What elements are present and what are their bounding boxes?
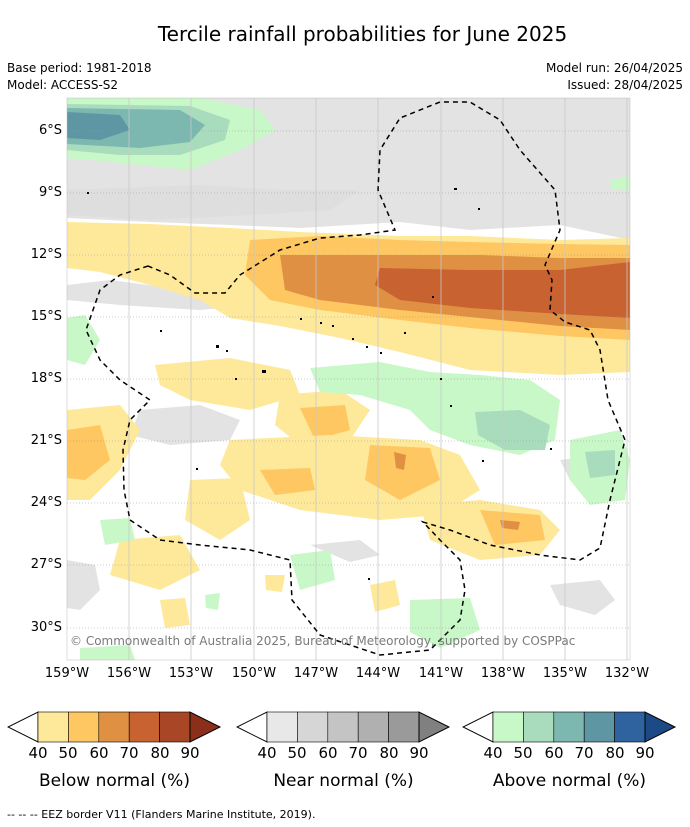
- meridian-lines: [128, 98, 628, 660]
- base-period-text: Base period: 1981-2018: [7, 61, 152, 75]
- issued-text: Issued: 28/04/2025: [567, 78, 683, 92]
- tick-40: 40: [28, 744, 48, 762]
- metadata-left: Base period: 1981-2018 Model: ACCESS-S2: [7, 60, 152, 94]
- colorbar-extend-high: [418, 711, 451, 743]
- tick-50: 50: [287, 744, 307, 762]
- tick-60: 60: [544, 744, 564, 762]
- lat-label-27s: 27°S: [30, 557, 62, 572]
- lat-label-9s: 9°S: [38, 185, 62, 200]
- colorbar-segment: [327, 711, 359, 743]
- lat-label-6s: 6°S: [38, 123, 62, 138]
- colorbar-above-normal: [462, 711, 677, 743]
- colorbar-segment: [583, 711, 615, 743]
- copyright-notice: © Commonwealth of Australia 2025, Bureau…: [70, 634, 576, 648]
- colorbar-ticks-near: 40 50 60 70 80 90: [236, 744, 451, 764]
- colorbar-segment: [159, 711, 191, 743]
- colorbar-segment: [37, 711, 69, 743]
- colorbar-ticks-above: 40 50 60 70 80 90: [462, 744, 677, 764]
- colorbar-segment: [523, 711, 555, 743]
- colorbar-below-normal: [7, 711, 222, 743]
- lat-label-18s: 18°S: [30, 371, 62, 386]
- colorbar-segment: [553, 711, 585, 743]
- islands: [87, 188, 552, 580]
- tick-40: 40: [483, 744, 503, 762]
- map-title: Tercile rainfall probabilities for June …: [157, 22, 568, 46]
- lon-label-150w: 150°W: [231, 666, 277, 681]
- lon-label-153w: 153°W: [168, 666, 214, 681]
- lon-label-156w: 156°W: [106, 666, 152, 681]
- tick-70: 70: [348, 744, 368, 762]
- colorbar-extend-low: [236, 711, 268, 743]
- tick-80: 80: [150, 744, 170, 762]
- colorbar-segment: [98, 711, 130, 743]
- lat-label-21s: 21°S: [30, 433, 62, 448]
- eez-border: [85, 101, 626, 656]
- metadata-right: Model run: 26/04/2025 Issued: 28/04/2025: [546, 60, 683, 94]
- colorbar-segment: [266, 711, 298, 743]
- lon-label-144w: 144°W: [355, 666, 401, 681]
- lon-label-159w: 159°W: [44, 666, 90, 681]
- colorbar-ticks-below: 40 50 60 70 80 90: [7, 744, 222, 764]
- model-text: Model: ACCESS-S2: [7, 78, 119, 92]
- tick-70: 70: [119, 744, 139, 762]
- tick-90: 90: [409, 744, 429, 762]
- eez-border-note: -- -- -- EEZ border V11 (Flanders Marine…: [7, 808, 316, 821]
- colorbar-extend-low: [462, 711, 494, 743]
- colorbar-segment: [388, 711, 420, 743]
- above-normal-regions: [67, 98, 630, 660]
- colorbar-segment: [357, 711, 389, 743]
- colorbar-segment: [128, 711, 160, 743]
- tick-60: 60: [89, 744, 109, 762]
- colorbar-segment: [68, 711, 100, 743]
- lon-label-147w: 147°W: [293, 666, 339, 681]
- colorbar-near-normal: [236, 711, 451, 743]
- tick-60: 60: [318, 744, 338, 762]
- tick-90: 90: [180, 744, 200, 762]
- lon-label-132w: 132°W: [604, 666, 650, 681]
- colorbar-segment: [614, 711, 646, 743]
- tick-50: 50: [58, 744, 78, 762]
- model-run-text: Model run: 26/04/2025: [545, 61, 683, 75]
- tick-80: 80: [605, 744, 625, 762]
- colorbar-extend-low: [7, 711, 39, 743]
- lat-label-30s: 30°S: [30, 620, 62, 635]
- legend-label-above: Above normal (%): [492, 771, 647, 791]
- lat-label-15s: 15°S: [30, 309, 62, 324]
- tick-90: 90: [635, 744, 655, 762]
- tick-70: 70: [574, 744, 594, 762]
- colorbar-segment: [492, 711, 524, 743]
- tick-40: 40: [257, 744, 277, 762]
- lon-label-141w: 141°W: [418, 666, 464, 681]
- map-panel: [66, 97, 631, 661]
- lon-label-138w: 138°W: [480, 666, 526, 681]
- lon-label-135w: 135°W: [542, 666, 588, 681]
- grid-lines: [67, 130, 630, 629]
- lat-label-24s: 24°S: [30, 495, 62, 510]
- legend-label-below: Below normal (%): [39, 771, 190, 791]
- below-normal-regions: [67, 222, 630, 628]
- colorbar-segment: [297, 711, 329, 743]
- colorbar-extend-high: [644, 711, 677, 743]
- colorbar-extend-high: [189, 711, 222, 743]
- tick-80: 80: [379, 744, 399, 762]
- lat-label-12s: 12°S: [30, 247, 62, 262]
- legend-label-near: Near normal (%): [273, 771, 414, 791]
- rainfall-probability-map: [66, 97, 631, 661]
- tick-50: 50: [513, 744, 533, 762]
